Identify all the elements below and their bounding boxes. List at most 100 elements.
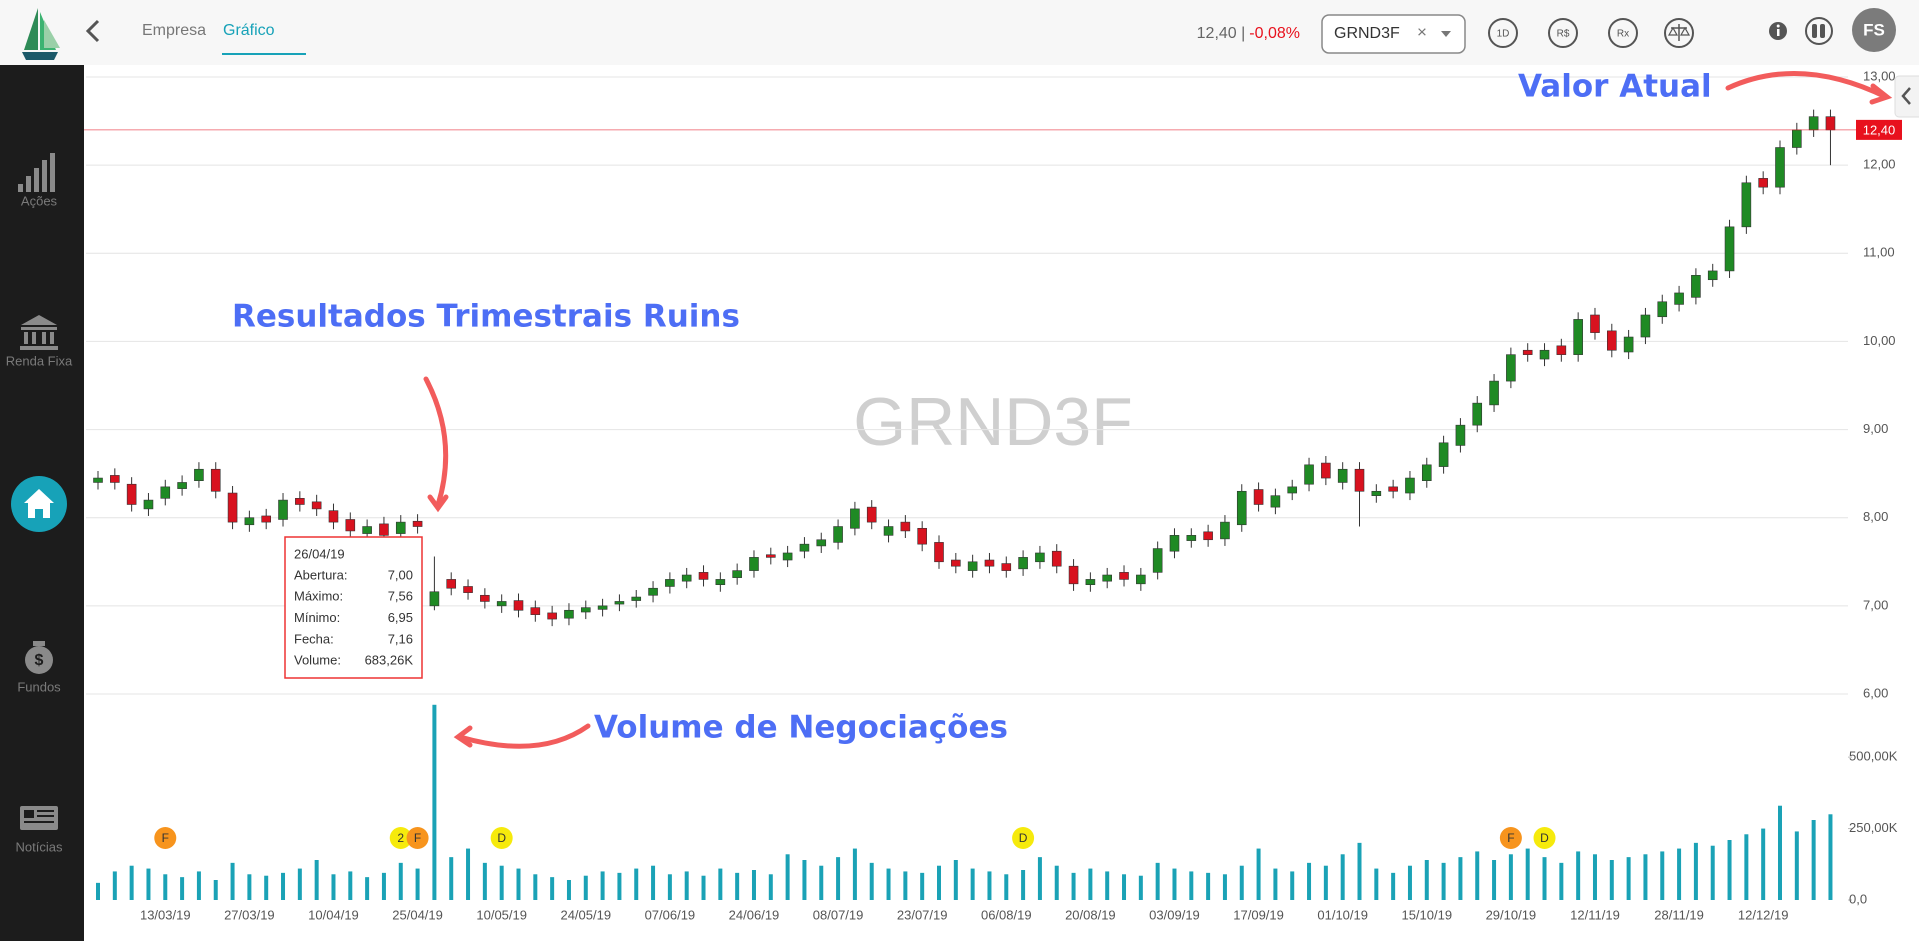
button-compare[interactable] [1664, 18, 1694, 48]
ticker-select[interactable] [1321, 14, 1466, 54]
x-tick-label: 12/12/19 [1738, 907, 1789, 922]
collapse-tab[interactable] [1894, 75, 1919, 118]
volume-bar [1037, 857, 1042, 900]
volume-bar [1004, 874, 1009, 900]
candle-body [1270, 495, 1281, 508]
volume-bar [230, 862, 235, 900]
volume-bar [516, 868, 521, 900]
candle-body [917, 527, 927, 545]
candle-body [412, 520, 423, 527]
sidebar-item[interactable]: Renda Fixa [6, 353, 73, 368]
trade-button[interactable] [1805, 17, 1833, 45]
volume-bar [381, 872, 386, 900]
info-button[interactable] [1769, 22, 1787, 40]
sidebar-item[interactable]: Fundos [17, 679, 61, 694]
tab-empresa[interactable]: Empresa [142, 22, 206, 39]
collapse-icon [1901, 87, 1911, 105]
volume-bar [550, 877, 555, 900]
event-label: F [414, 831, 421, 845]
candle-body [177, 482, 187, 489]
candle-body [110, 475, 120, 483]
icon-fundos[interactable]: $ [25, 641, 53, 674]
candle-body [1354, 468, 1365, 492]
event-circle [389, 827, 412, 849]
candle-body [580, 607, 591, 613]
button-label: 1D [1497, 29, 1510, 40]
volume-bar [1609, 860, 1614, 900]
watermark: GRND3F [853, 384, 1133, 460]
sidebar-item[interactable]: Ações [21, 193, 58, 208]
volume-bar [667, 874, 672, 900]
candle-body [900, 521, 911, 532]
candle-body [480, 594, 490, 602]
candle-body [833, 526, 843, 543]
tab-grafico[interactable]: Gráfico [223, 22, 275, 39]
avatar[interactable] [1852, 8, 1896, 52]
x-tick-label: 23/07/19 [897, 907, 948, 922]
volume-bar [1088, 868, 1093, 900]
candle-body [345, 519, 356, 532]
candle-body [1236, 490, 1247, 526]
volume-bar [617, 872, 622, 900]
volume-bar [1206, 872, 1211, 900]
candle-body [1220, 521, 1230, 540]
candle-body [1169, 535, 1180, 552]
volume-bar [1559, 862, 1564, 900]
price: 12,40 | [1197, 25, 1246, 42]
candle-body [311, 501, 322, 510]
candle-body [1472, 402, 1483, 426]
candle-body [1539, 349, 1550, 360]
volume-bar [1778, 805, 1782, 900]
event-marker: D [1533, 827, 1556, 849]
icon-renda-fixa[interactable] [20, 315, 58, 350]
volume-bar [129, 865, 134, 900]
volume-bar [1071, 872, 1076, 900]
x-tick-label: 03/09/19 [1149, 907, 1200, 922]
sidebar-item[interactable]: Notícias [16, 839, 63, 854]
tooltip-value: 6,95 [388, 610, 413, 625]
volume-bar [163, 874, 168, 900]
candle-body [1590, 314, 1600, 333]
icon-acoes[interactable] [18, 153, 55, 192]
volume-bar [583, 875, 588, 900]
x-tick-label: 10/04/19 [308, 907, 359, 922]
y-tick-label: 7,00 [1863, 597, 1888, 612]
event-label: D [1540, 831, 1549, 845]
volume-bar [499, 865, 504, 900]
volume-bar [1794, 831, 1799, 900]
button-label: R$ [1557, 29, 1570, 40]
candle-body [1506, 354, 1516, 382]
x-tick-label: 01/10/19 [1317, 907, 1368, 922]
volume-bar [1239, 865, 1244, 900]
candle-body [547, 612, 557, 620]
candle-body [244, 517, 255, 526]
candle-body [681, 574, 692, 582]
candle-body [1741, 182, 1752, 228]
volume-bar [1256, 848, 1261, 900]
icon-noticias[interactable] [20, 806, 58, 830]
x-tick-label: 17/09/19 [1233, 907, 1284, 922]
button-rx[interactable]: Rx [1608, 18, 1638, 48]
volume-bar [1492, 860, 1497, 900]
x-tick-label: 24/05/19 [560, 907, 611, 922]
button-rs[interactable]: R$ [1548, 18, 1578, 48]
back-button[interactable] [85, 19, 100, 43]
volume-bar [1054, 865, 1059, 900]
volume-bar [1374, 868, 1379, 900]
tooltip [284, 536, 423, 679]
clear-button[interactable]: × [1417, 22, 1427, 41]
candle-body [160, 486, 171, 499]
candle-body [261, 515, 272, 523]
button-1d[interactable]: 1D [1488, 18, 1518, 48]
candle-body [648, 587, 658, 596]
candle-body [765, 554, 776, 558]
volume-bar [1172, 868, 1177, 900]
event-marker: F [1499, 827, 1522, 849]
volume-bar [196, 871, 201, 900]
candle-body [362, 526, 372, 534]
x-tick-label: 29/10/19 [1486, 907, 1537, 922]
tooltip-value: 683,26K [365, 653, 414, 668]
volume-tick-label: 250,00K [1849, 820, 1898, 835]
candle-body [295, 498, 305, 505]
